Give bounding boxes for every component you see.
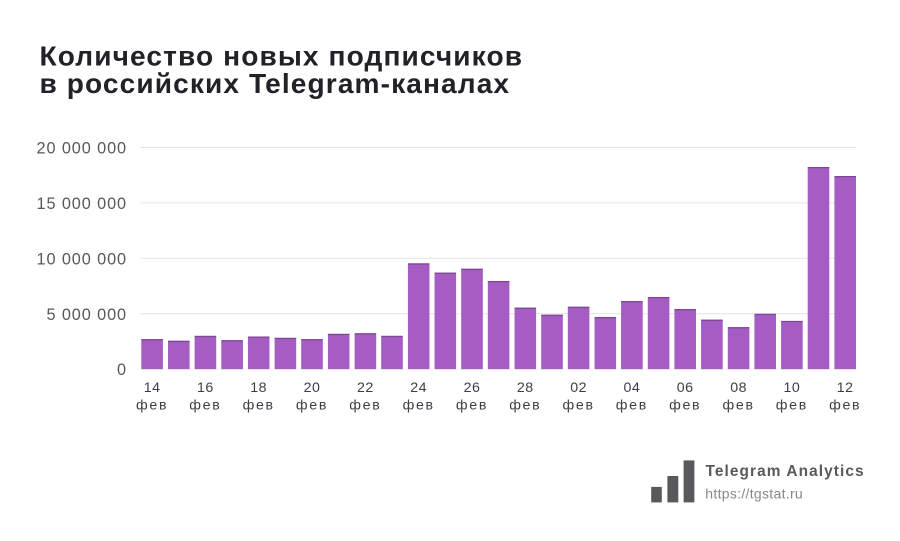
svg-text:фев: фев [349, 398, 381, 414]
svg-text:фев: фев [669, 398, 701, 414]
svg-text:06: 06 [677, 380, 694, 396]
svg-text:фев: фев [243, 398, 275, 414]
svg-text:12: 12 [837, 380, 854, 396]
svg-text:22: 22 [357, 380, 374, 396]
svg-text:фев: фев [456, 398, 488, 414]
svg-text:фев: фев [829, 398, 861, 414]
svg-text:10 000 000: 10 000 000 [37, 250, 128, 268]
svg-text:фев: фев [616, 398, 648, 414]
svg-text:16: 16 [197, 380, 214, 396]
svg-text:02: 02 [570, 380, 587, 396]
svg-text:Количество новых подписчиков: Количество новых подписчиков [40, 41, 524, 72]
svg-text:5 000 000: 5 000 000 [46, 306, 127, 324]
svg-text:04: 04 [624, 380, 641, 396]
svg-text:фев: фев [722, 398, 754, 414]
svg-text:28: 28 [517, 380, 534, 396]
svg-text:24: 24 [410, 380, 427, 396]
svg-text:Telegram Analytics: Telegram Analytics [706, 463, 865, 480]
svg-text:фев: фев [403, 398, 435, 414]
svg-text:14: 14 [144, 380, 161, 396]
svg-text:20: 20 [304, 380, 321, 396]
svg-text:в российских Telegram-каналах: в российских Telegram-каналах [40, 68, 511, 99]
svg-text:фев: фев [189, 398, 221, 414]
svg-text:фев: фев [136, 398, 168, 414]
svg-text:фев: фев [776, 398, 808, 414]
svg-text:10: 10 [784, 380, 801, 396]
svg-text:18: 18 [250, 380, 267, 396]
svg-text:фев: фев [562, 398, 594, 414]
svg-text:26: 26 [464, 380, 481, 396]
svg-text:08: 08 [730, 380, 747, 396]
svg-text:0: 0 [117, 361, 127, 379]
svg-text:https://tgstat.ru: https://tgstat.ru [705, 486, 803, 502]
svg-text:фев: фев [509, 398, 541, 414]
svg-text:20 000 000: 20 000 000 [37, 140, 128, 158]
svg-text:15 000 000: 15 000 000 [37, 195, 128, 213]
svg-text:фев: фев [296, 398, 328, 414]
